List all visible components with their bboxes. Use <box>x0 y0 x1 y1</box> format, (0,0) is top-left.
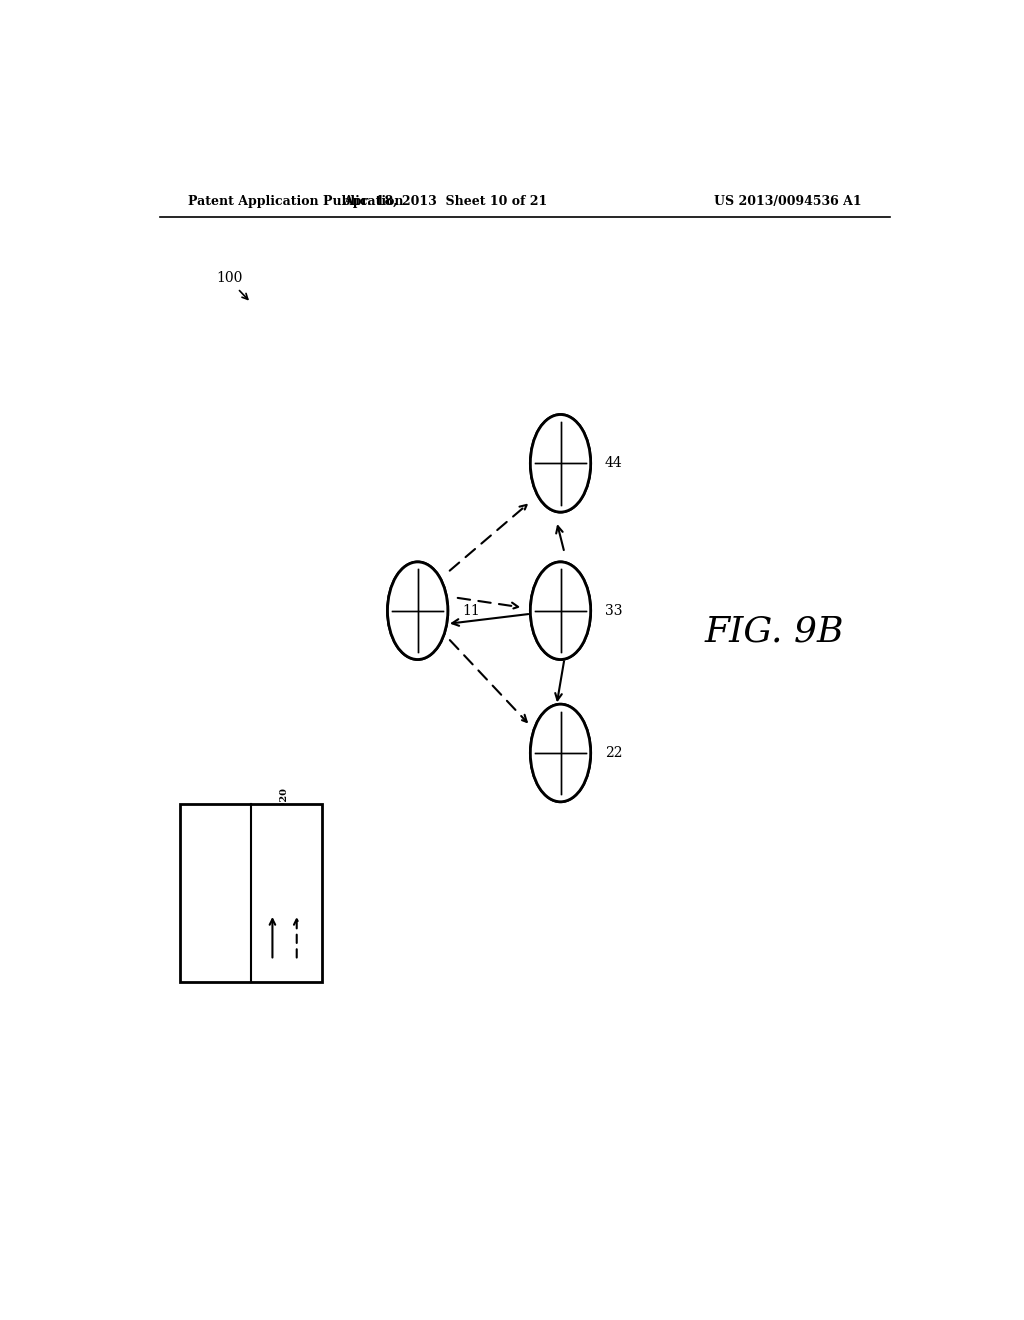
Bar <box>179 804 323 982</box>
Ellipse shape <box>530 704 591 801</box>
Ellipse shape <box>387 562 447 660</box>
Ellipse shape <box>387 562 447 660</box>
Ellipse shape <box>530 562 591 660</box>
Ellipse shape <box>198 911 232 972</box>
Ellipse shape <box>530 704 591 801</box>
Ellipse shape <box>387 562 447 660</box>
Text: DEVICE 200: DEVICE 200 <box>211 830 220 902</box>
Text: BEACON MESSAGES 920: BEACON MESSAGES 920 <box>281 788 289 927</box>
Ellipse shape <box>530 414 591 512</box>
Text: Apr. 18, 2013  Sheet 10 of 21: Apr. 18, 2013 Sheet 10 of 21 <box>343 194 548 207</box>
Ellipse shape <box>530 704 591 801</box>
Text: Patent Application Publication: Patent Application Publication <box>187 194 403 207</box>
Text: 33: 33 <box>605 603 623 618</box>
Ellipse shape <box>530 414 591 512</box>
Text: 44: 44 <box>605 457 623 470</box>
Ellipse shape <box>530 562 591 660</box>
Text: 100: 100 <box>216 272 243 285</box>
Text: 22: 22 <box>605 746 623 760</box>
Ellipse shape <box>530 562 591 660</box>
Text: FIG. 9B: FIG. 9B <box>706 614 845 648</box>
Ellipse shape <box>198 911 232 972</box>
Ellipse shape <box>530 414 591 512</box>
Text: US 2013/0094536 A1: US 2013/0094536 A1 <box>715 194 862 207</box>
Ellipse shape <box>198 911 232 972</box>
Text: 11: 11 <box>462 603 480 618</box>
